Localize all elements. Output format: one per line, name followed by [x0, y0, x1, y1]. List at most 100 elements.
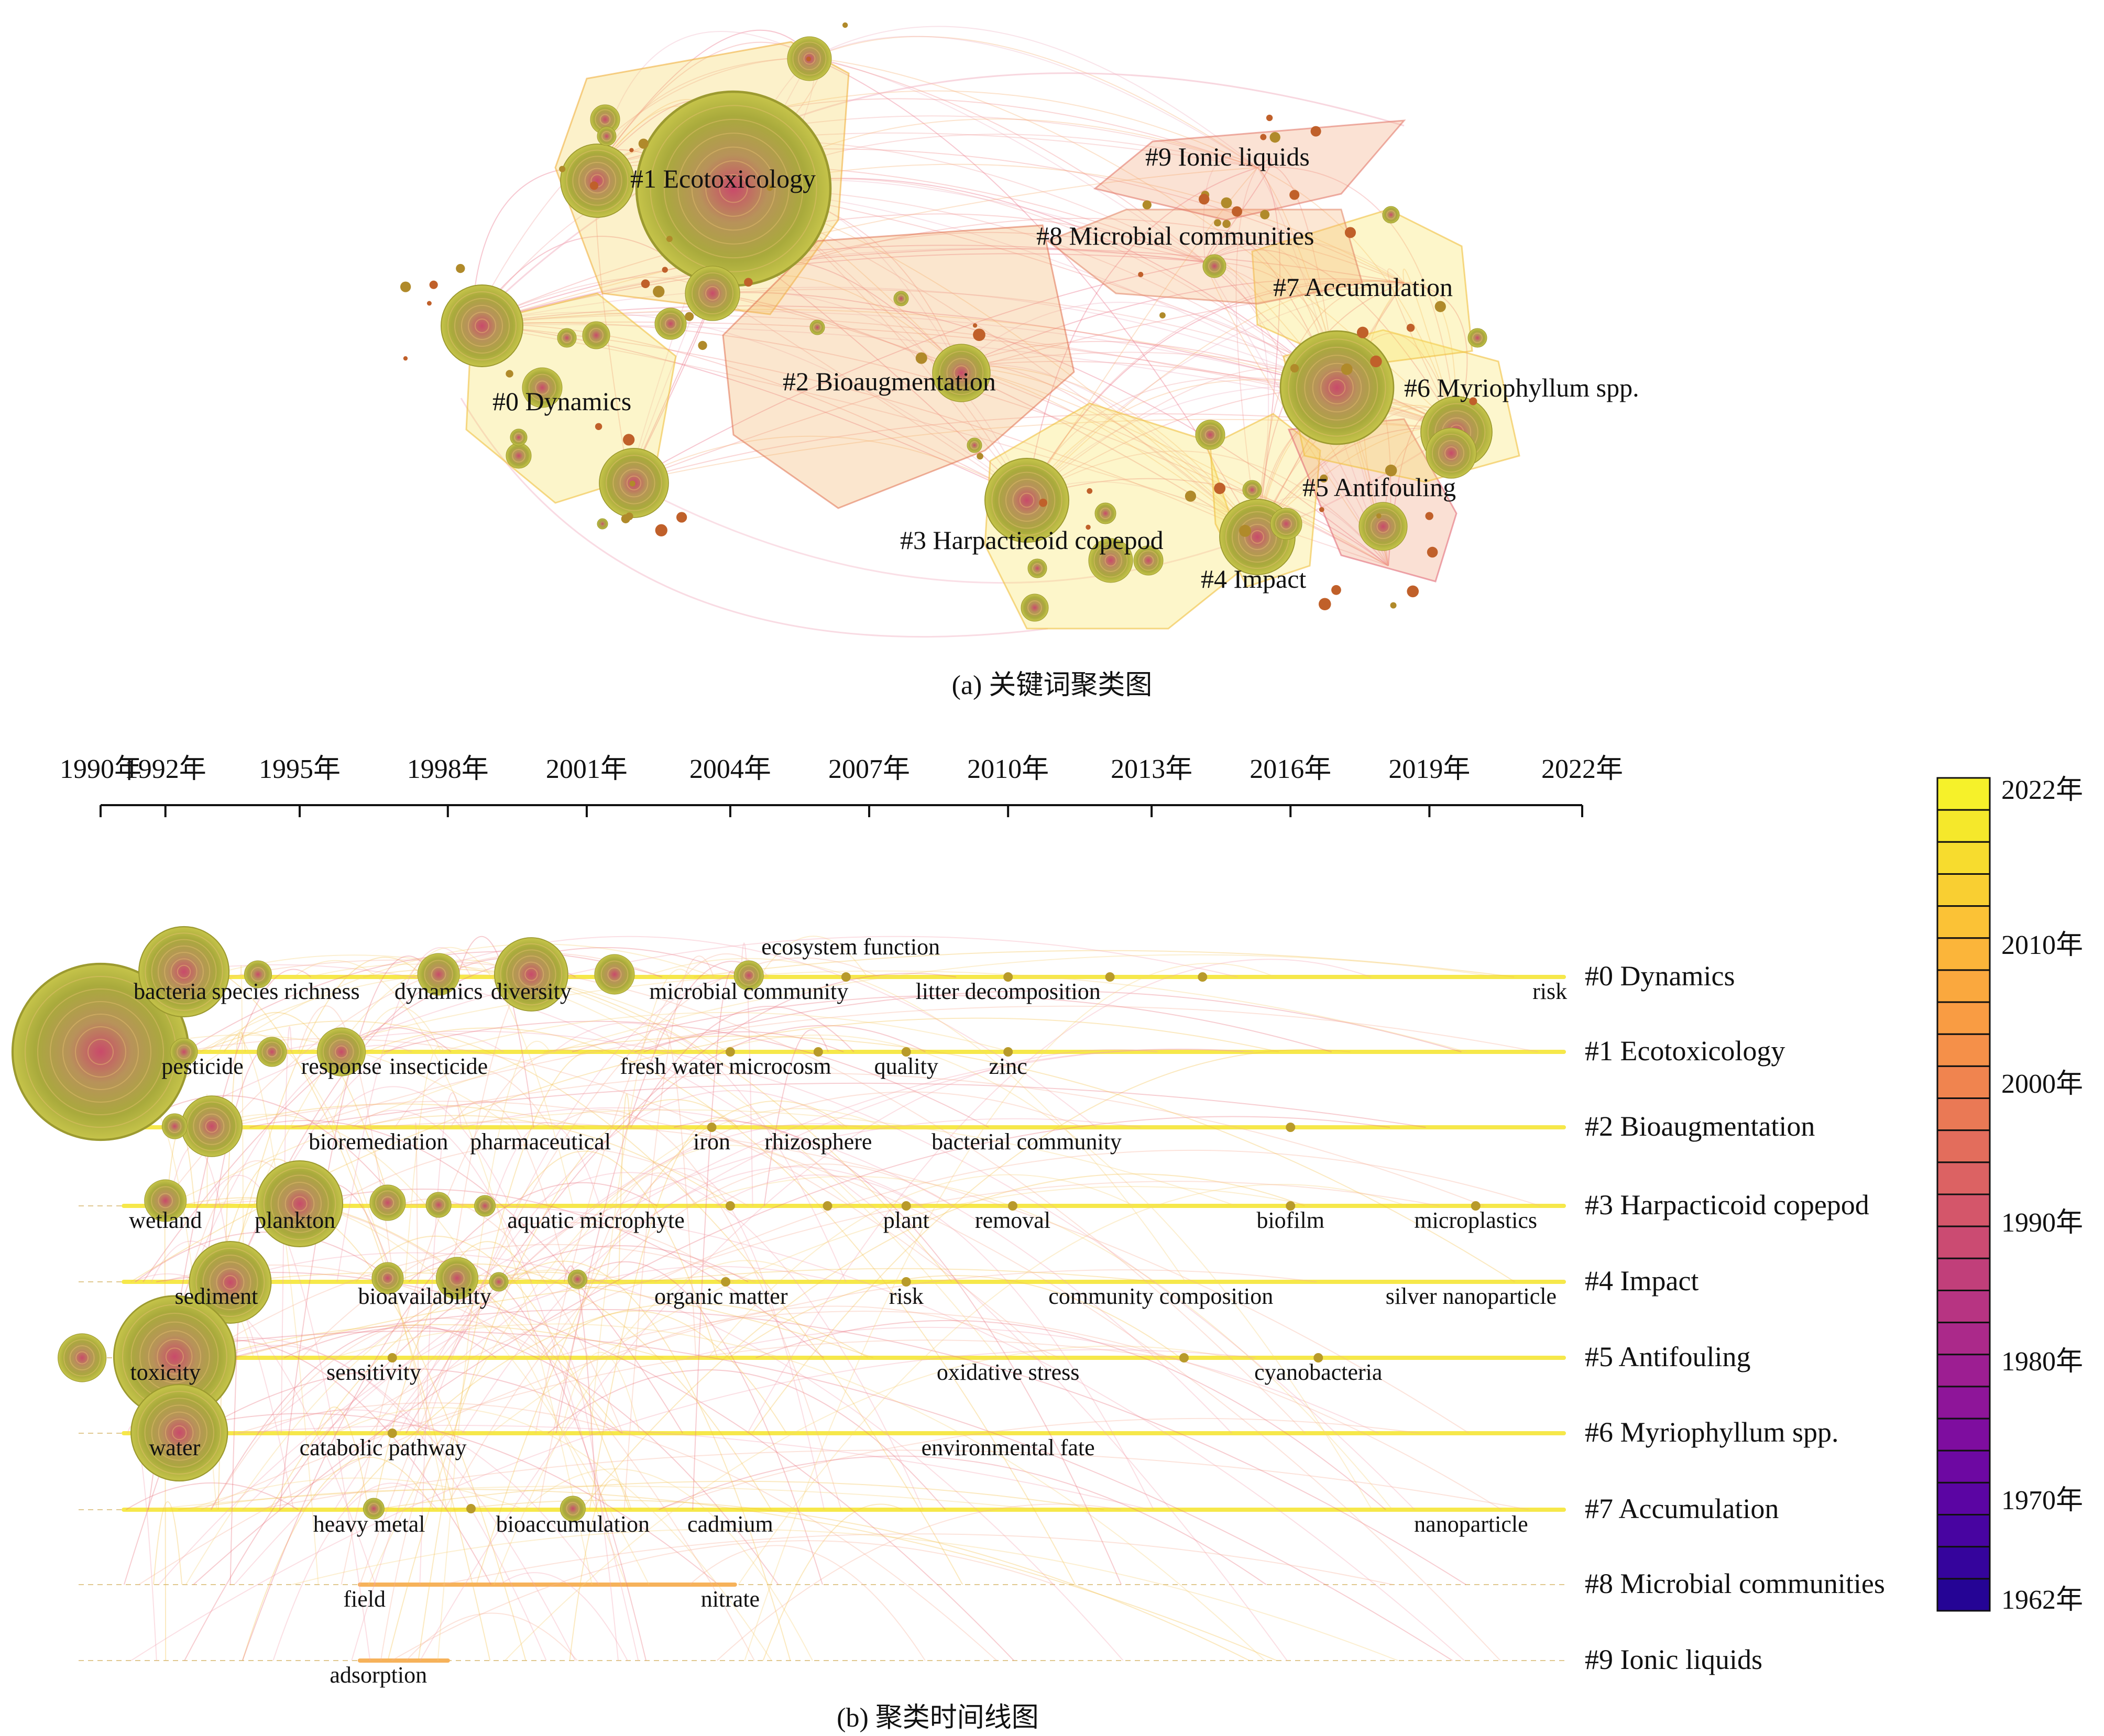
year-color-legend: 2022年 2010年 2000年 1990年 1980年 1970年 1962年	[1936, 775, 2083, 1615]
timeline-keyword: toxicity	[130, 1359, 201, 1385]
network-node	[522, 367, 563, 408]
timeline-node-small	[1003, 972, 1013, 982]
timeline-node	[316, 1027, 366, 1076]
legend-swatch	[1936, 1514, 1991, 1548]
timeline-node	[257, 1037, 287, 1067]
timeline-keywords: bacteria species richness dynamics diversit…	[129, 934, 1567, 1688]
network-node-small	[666, 236, 673, 243]
network-node	[685, 266, 740, 321]
legend-swatch	[1936, 1481, 1991, 1516]
timeline-node-small	[725, 1047, 735, 1057]
network-node	[1467, 328, 1487, 348]
network-node-small	[662, 267, 668, 273]
timeline-keyword: risk	[1532, 979, 1567, 1004]
timeline-node	[113, 1295, 236, 1419]
timeline-keyword: bacteria	[134, 979, 206, 1004]
legend-swatch	[1936, 1161, 1991, 1195]
timeline-node	[256, 1160, 344, 1248]
legend-swatch	[1936, 1578, 1991, 1612]
timeline-node	[144, 1179, 187, 1222]
network-node-small	[506, 370, 513, 378]
timeline-node-small	[841, 972, 851, 982]
timeline-keyword: response	[301, 1053, 382, 1079]
timeline-node	[371, 1262, 404, 1294]
legend-label: 2010年	[2001, 930, 2083, 960]
legend-swatch	[1936, 1001, 1991, 1035]
network-node-small	[676, 512, 687, 523]
timeline-node-small	[1003, 1047, 1013, 1057]
timeline-keyword: silver nanoparticle	[1386, 1283, 1557, 1309]
cluster-label-5: #5 Antifouling	[1302, 473, 1456, 502]
network-node-small	[1331, 585, 1341, 595]
network-node-small	[685, 312, 694, 321]
timeline-keyword: aquatic microphyte	[507, 1207, 684, 1233]
timeline-node-small	[823, 1201, 832, 1211]
network-node	[510, 428, 528, 446]
network-node-small	[842, 22, 848, 28]
network-node	[1358, 502, 1408, 551]
legend-swatch	[1936, 809, 1991, 843]
timeline-cluster-label: #3 Harpacticoid copepod	[1585, 1189, 1869, 1221]
timeline-nodes	[11, 926, 1481, 1522]
timeline-node	[58, 1333, 107, 1382]
timeline-cluster-labels: #0 Dynamics #1 Ecotoxicology #2 Bioaugment…	[1585, 960, 1885, 1675]
legend-label: 1962年	[2001, 1585, 2083, 1615]
panel-a-caption: (a) 关键词聚类图	[952, 671, 1153, 700]
network-node	[1426, 427, 1477, 479]
timeline-keyword: catabolic pathway	[300, 1435, 467, 1460]
timeline-keyword: litter decomposition	[916, 979, 1101, 1004]
network-node-small	[1425, 512, 1433, 520]
timeline-keyword: pesticide	[161, 1053, 243, 1079]
network-node-small	[1222, 219, 1231, 228]
cluster-label-0: #0 Dynamics	[492, 387, 631, 416]
timeline-node-small	[1471, 1201, 1481, 1211]
timeline-node	[189, 1241, 272, 1324]
legend-label: 1990年	[2001, 1208, 2083, 1238]
cluster-label-2: #2 Bioaugmentation	[783, 367, 996, 396]
network-node-small	[629, 148, 634, 152]
network-node-small	[629, 480, 635, 487]
cluster-label-6: #6 Myriophyllum spp.	[1404, 373, 1639, 402]
axis-tick-label: 2010年	[967, 754, 1049, 784]
network-node	[932, 344, 991, 402]
legend-swatch	[1936, 1225, 1991, 1259]
timeline-node	[733, 960, 764, 991]
legend-swatch	[1936, 969, 1991, 1003]
timeline-cluster-label: #6 Myriophyllum spp.	[1585, 1416, 1839, 1448]
legend-swatch	[1936, 1065, 1991, 1100]
network-node-small	[1039, 498, 1047, 507]
cluster-label-9: #9 Ionic liquids	[1145, 142, 1310, 171]
network-node-small	[1370, 355, 1382, 368]
network-node-small	[1356, 326, 1369, 338]
network-node-small	[1469, 397, 1477, 405]
timeline-node	[560, 1496, 586, 1522]
network-node	[984, 458, 1069, 543]
timeline-keyword: risk	[889, 1283, 924, 1309]
timeline-cluster-label: #2 Bioaugmentation	[1585, 1111, 1815, 1142]
timeline-keyword: adsorption	[330, 1662, 427, 1688]
timeline-keyword: community composition	[1048, 1283, 1273, 1309]
timeline-node	[181, 1095, 243, 1157]
network-node-small	[1310, 126, 1321, 137]
network-node	[654, 307, 687, 340]
timeline-keyword: microplastics	[1414, 1207, 1537, 1233]
timeline-keyword: zinc	[989, 1053, 1027, 1079]
timeline-keyword: species richness	[212, 979, 359, 1004]
timeline-cluster-label: #7 Accumulation	[1585, 1493, 1779, 1524]
network-node-small	[1390, 602, 1397, 609]
axis-tick-label: 1998年	[407, 754, 489, 784]
network-node	[1133, 545, 1164, 576]
network-node-small	[1320, 474, 1328, 483]
timeline-node	[170, 1038, 198, 1066]
timeline-node	[138, 926, 230, 1018]
timeline-node-small	[721, 1277, 731, 1287]
legend-swatch	[1936, 937, 1991, 971]
legend-label: 2000年	[2001, 1069, 2083, 1099]
network-node-small	[1434, 301, 1446, 312]
network-node-small	[698, 340, 707, 350]
timeline-keyword: cyanobacteria	[1254, 1359, 1382, 1385]
timeline-keyword: fresh water microcosm	[620, 1053, 831, 1079]
timeline-node	[161, 1113, 188, 1139]
